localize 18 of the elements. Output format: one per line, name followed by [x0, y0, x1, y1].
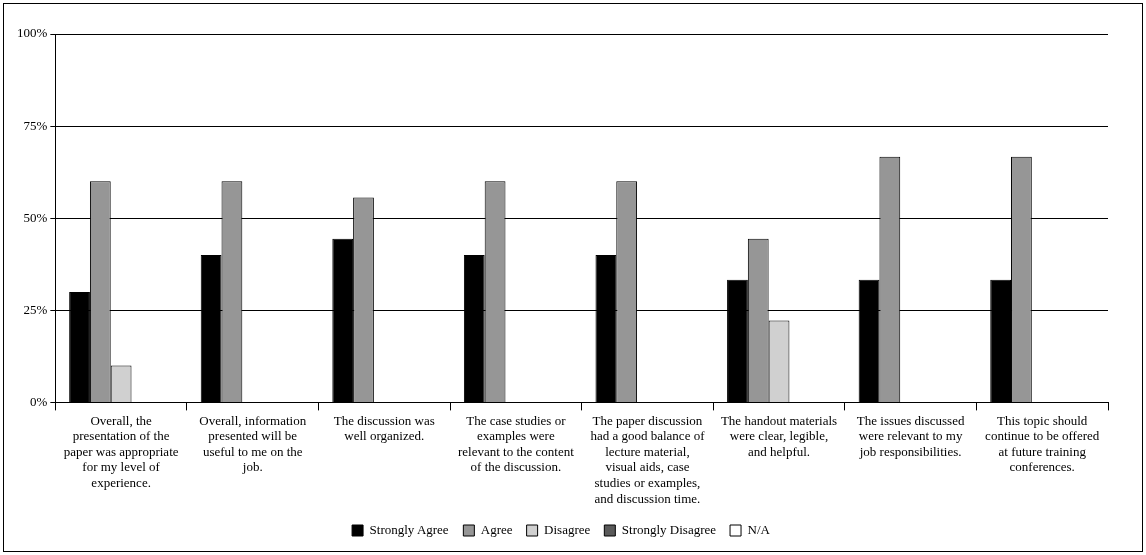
y-tick-label: 50% — [23, 209, 48, 225]
y-tick-label: 25% — [23, 301, 48, 317]
x-tick-label: The case studies or examples were relevant to the content of the discussion. — [457, 412, 575, 475]
legend-label: N/A — [747, 521, 771, 537]
x-tick-label: The issues discussed were relevant to my job responsibilities. — [856, 412, 965, 459]
x-tick-label: Overall, information presented will be useful to me on the job. — [199, 412, 307, 475]
x-tick-label: This topic should continue to be offered at future training conferences. — [985, 412, 1100, 475]
legend-label: Strongly Disagree — [621, 521, 717, 537]
x-tick-label: The handout materials were clear, legible, and helpful. — [720, 412, 838, 459]
x-tick-label: The discussion was well organized. — [333, 412, 435, 444]
x-tick-label: Overall, the presentation of the paper was appropriate for my level of experience. — [63, 412, 179, 491]
legend-label: Agree — [480, 521, 513, 537]
y-tick-label: 0% — [29, 393, 48, 409]
x-tick-label: The paper discussion had a good balance of lecture material, visual aids, case studies or examples, and discussion time. — [590, 412, 706, 506]
y-tick-label: 75% — [23, 117, 48, 133]
y-tick-label: 100% — [16, 25, 48, 41]
legend-label: Strongly Agree — [369, 521, 449, 537]
legend-label: Disagree — [544, 521, 591, 537]
